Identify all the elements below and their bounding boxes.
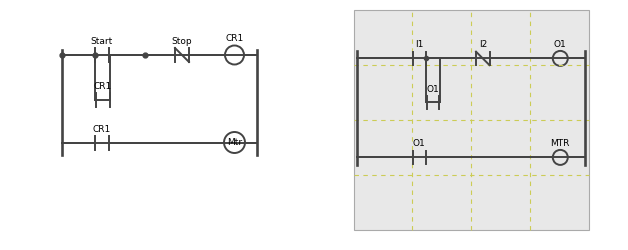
Text: Start: Start: [91, 36, 113, 46]
Bar: [354, 10, 588, 230]
Text: O1: O1: [554, 40, 566, 49]
Text: CR1: CR1: [94, 82, 112, 91]
Text: Mtr: Mtr: [227, 138, 242, 147]
Text: CR1: CR1: [225, 34, 244, 43]
Text: MTR: MTR: [551, 139, 570, 148]
Text: O1: O1: [426, 85, 440, 94]
Text: I2: I2: [479, 40, 487, 49]
Text: O1: O1: [413, 139, 426, 148]
Text: I1: I1: [415, 40, 423, 49]
Text: Stop: Stop: [171, 36, 192, 46]
Text: CR1: CR1: [93, 125, 111, 134]
